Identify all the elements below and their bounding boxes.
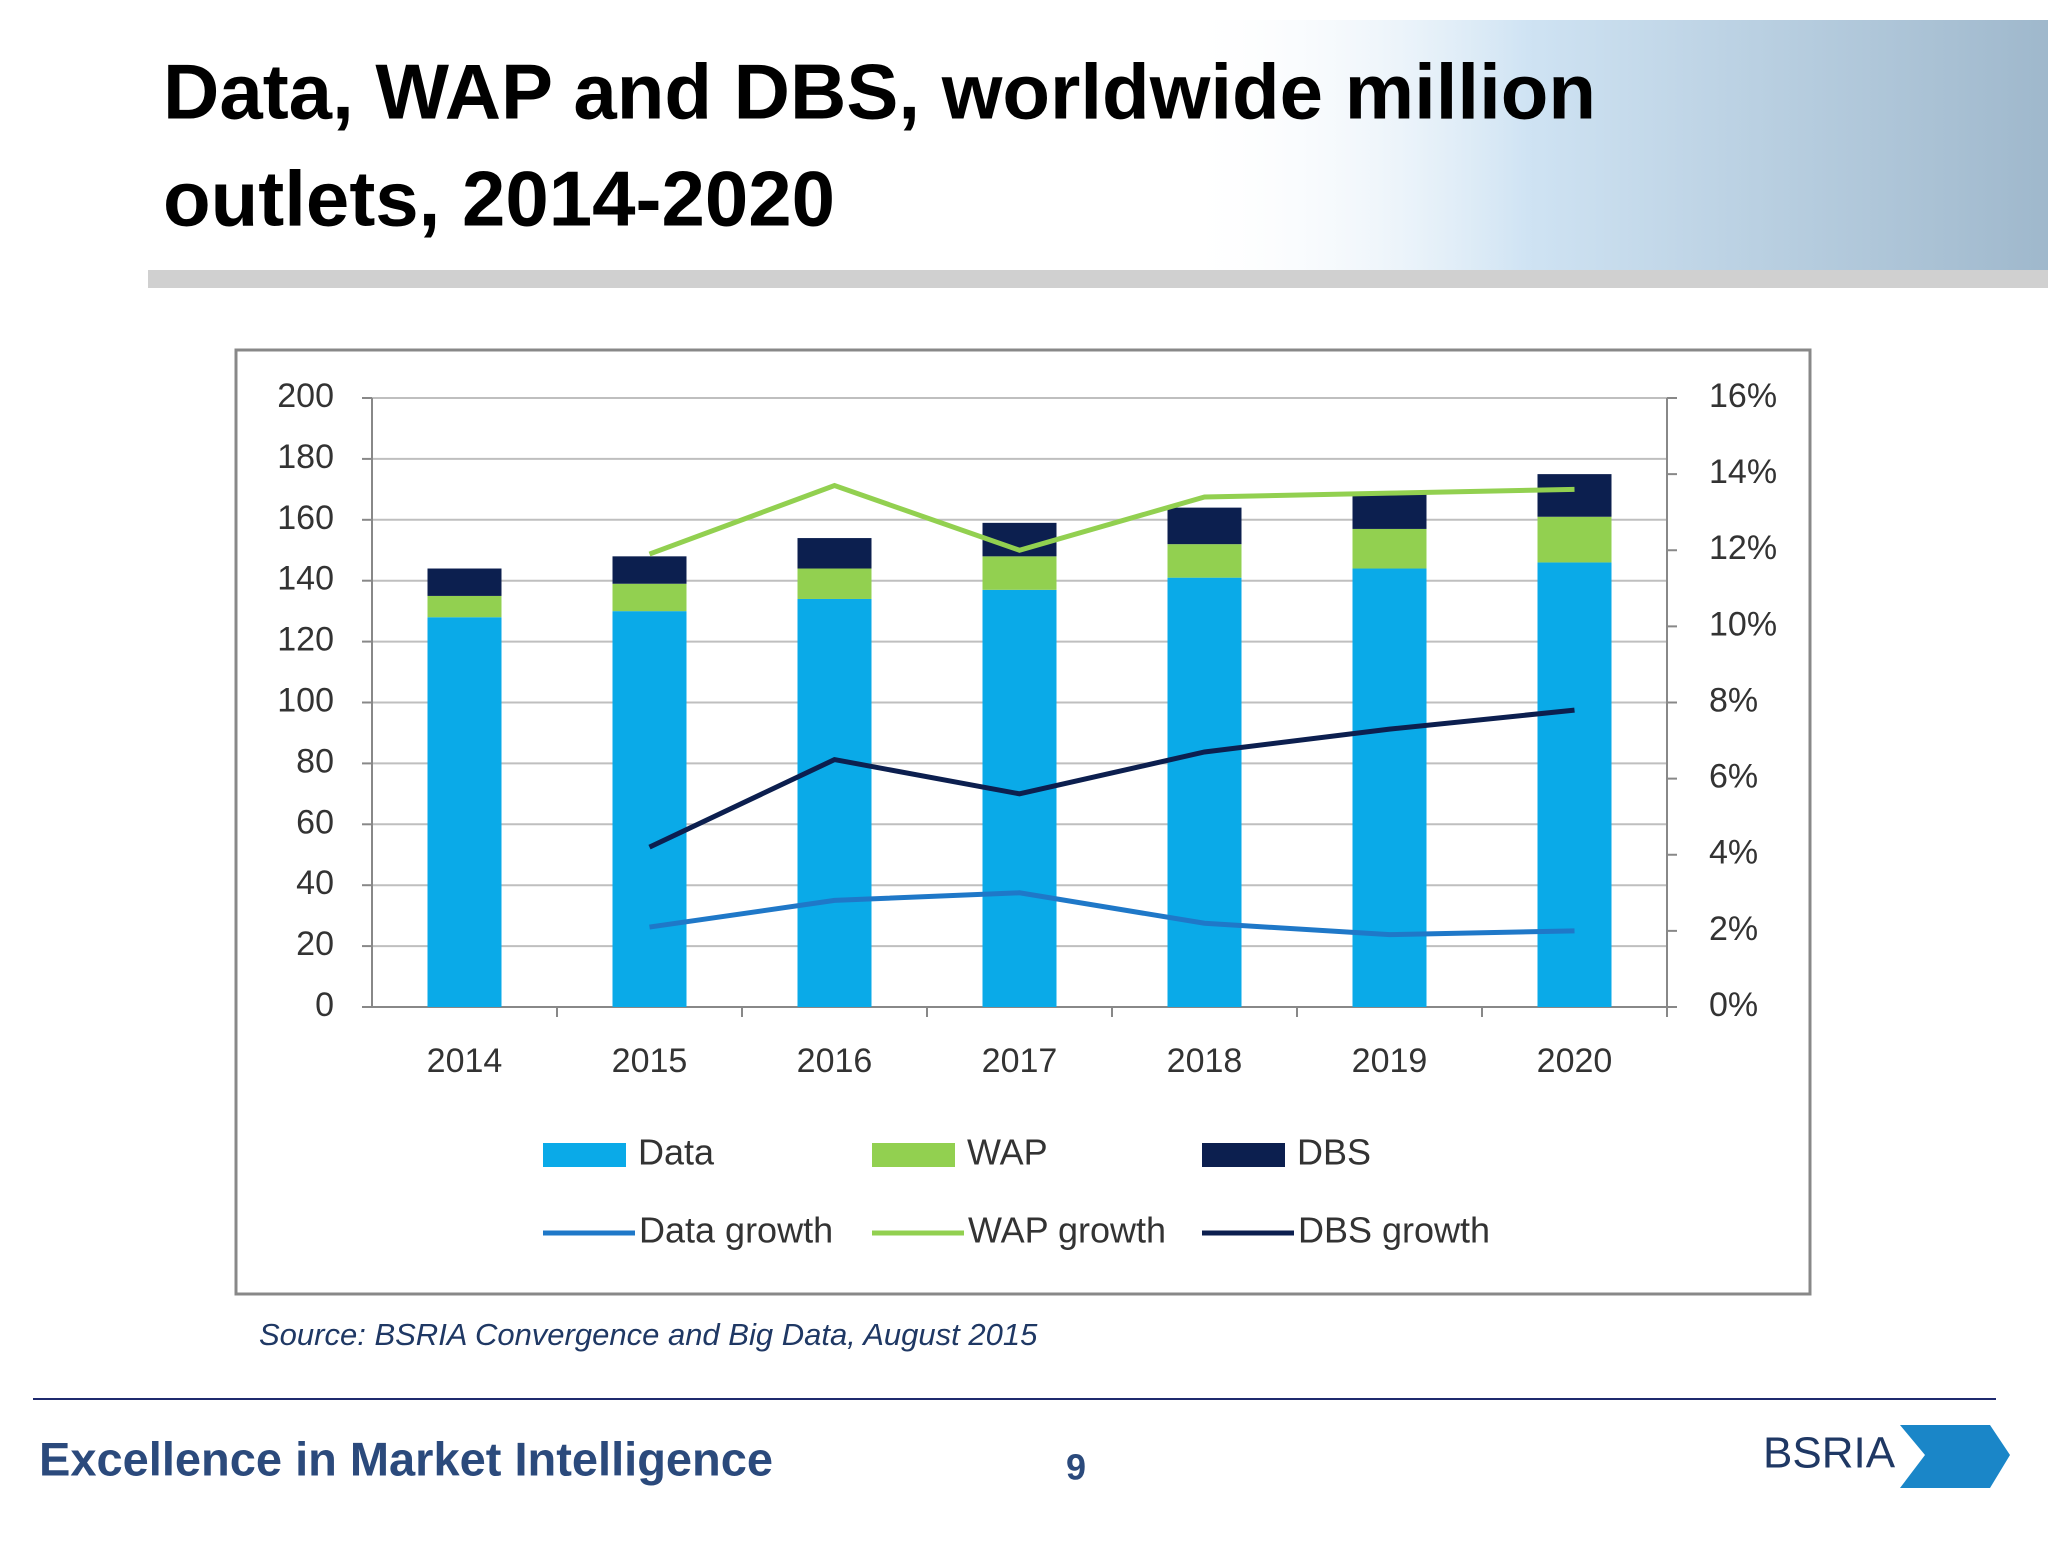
legend-label: DBS growth [1298, 1210, 1490, 1251]
logo: BSRIA [1763, 1429, 1896, 1478]
bar [1352, 492, 1427, 529]
legend-label: WAP [967, 1132, 1048, 1173]
x-tick-label: 2016 [797, 1042, 873, 1080]
bar [427, 568, 502, 596]
bar [1167, 544, 1242, 578]
y2-tick-label: 14% [1709, 453, 1777, 491]
line [648, 707, 1575, 850]
bar [1352, 528, 1427, 569]
line [649, 890, 1575, 938]
y-tick-label: 60 [296, 803, 334, 841]
legend-label: Data [638, 1132, 715, 1173]
y-tick-label: 200 [277, 377, 334, 415]
bar [427, 617, 502, 1007]
bar [612, 583, 687, 612]
bar [1537, 516, 1612, 563]
legend-label: Data growth [639, 1210, 833, 1251]
source: Source: BSRIA Convergence and Big Data, … [259, 1317, 1038, 1352]
y-tick-label: 80 [296, 742, 334, 780]
x-tick-label: 2018 [1167, 1042, 1243, 1080]
header-bar [148, 270, 2048, 288]
x-tick-label: 2020 [1537, 1042, 1613, 1080]
y-tick-label: 140 [277, 560, 334, 598]
bar [982, 556, 1057, 590]
line [648, 482, 1575, 557]
x-tick-label: 2019 [1352, 1042, 1428, 1080]
chart-title: outlets, 2014-2020 [163, 155, 835, 243]
bar [797, 568, 872, 599]
footer: Excellence in Market Intelligence [39, 1432, 773, 1485]
y-tick-label: 160 [277, 499, 334, 537]
legend-label: WAP growth [968, 1210, 1166, 1251]
header-image [1180, 20, 2048, 288]
bar [1352, 568, 1427, 1007]
y2-tick-label: 6% [1709, 758, 1758, 796]
page-number: 9 [1066, 1447, 1086, 1488]
logo-arrow [1900, 1425, 2010, 1488]
y2-tick-label: 8% [1709, 681, 1758, 719]
y2-tick-label: 4% [1709, 834, 1758, 872]
y-tick-label: 0 [315, 986, 334, 1024]
y-tick-label: 40 [296, 864, 334, 902]
y-tick-label: 100 [277, 681, 334, 719]
bar [1167, 577, 1242, 1007]
legend-swatch [872, 1143, 955, 1167]
bar [797, 598, 872, 1007]
y-tick-label: 120 [277, 621, 334, 659]
y-tick-label: 20 [296, 925, 334, 963]
bar [612, 611, 687, 1007]
bar [612, 556, 687, 584]
y2-tick-label: 12% [1709, 529, 1777, 567]
bar [797, 538, 872, 569]
y-tick-label: 180 [277, 438, 334, 476]
x-tick-label: 2017 [982, 1042, 1058, 1080]
bar [1167, 507, 1242, 545]
x-tick-label: 2015 [612, 1042, 688, 1080]
legend-label: DBS [1297, 1132, 1371, 1173]
bar [427, 595, 502, 618]
bar [982, 589, 1057, 1007]
x-tick-label: 2014 [427, 1042, 503, 1080]
legend-swatch [1202, 1143, 1285, 1167]
chart-title: Data, WAP and DBS, worldwide million [163, 48, 1596, 136]
bar [1537, 562, 1612, 1007]
bar [1537, 474, 1612, 517]
y2-tick-label: 2% [1709, 910, 1758, 948]
legend-swatch [543, 1143, 626, 1167]
y2-tick-label: 0% [1709, 986, 1758, 1024]
y2-tick-label: 10% [1709, 605, 1777, 643]
y2-tick-label: 16% [1709, 377, 1777, 415]
